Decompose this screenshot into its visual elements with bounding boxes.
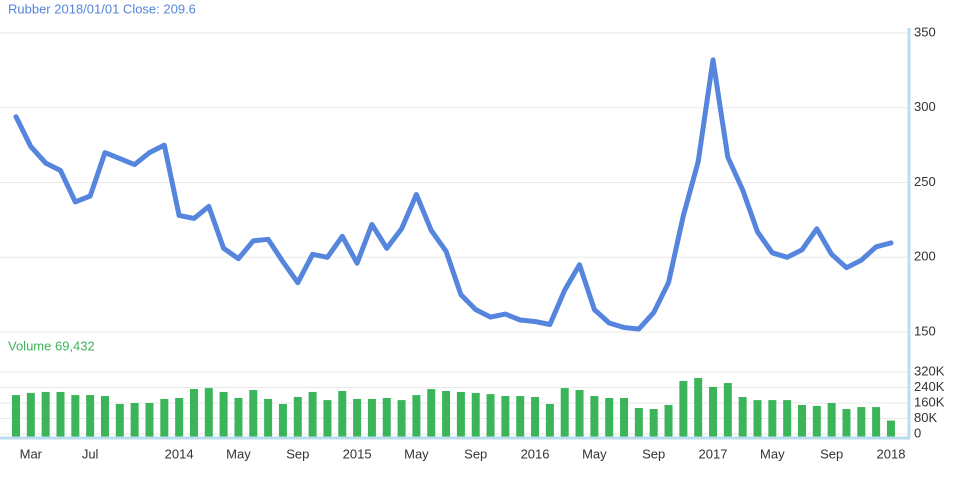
x-tick-label: 2018: [877, 446, 906, 461]
x-tick-label: May: [760, 446, 785, 461]
x-tick-label: Mar: [20, 446, 43, 461]
volume-bar: [293, 396, 302, 437]
volume-bar: [308, 391, 317, 437]
y-tick-label: 320K: [914, 363, 945, 378]
volume-bar: [56, 391, 65, 437]
volume-bar: [842, 409, 851, 437]
volume-bar: [545, 403, 554, 437]
volume-bar: [130, 403, 139, 437]
volume-bar: [115, 403, 124, 437]
volume-bar: [694, 378, 703, 437]
y-tick-label: 200: [914, 249, 936, 264]
volume-bar: [189, 389, 198, 437]
volume-bar: [12, 395, 20, 437]
volume-bar: [456, 391, 465, 437]
volume-bar: [486, 394, 495, 437]
volume-bar: [204, 388, 213, 437]
x-tick-label: May: [582, 446, 607, 461]
volume-bar: [442, 390, 451, 437]
volume-bar: [278, 403, 287, 437]
volume-bar: [590, 396, 599, 437]
x-tick-label: May: [404, 446, 429, 461]
volume-bar: [234, 397, 243, 437]
volume-bar: [753, 400, 762, 437]
volume-bar: [797, 404, 806, 437]
y-tick-label: 160K: [914, 394, 945, 409]
y-tick-label: 240K: [914, 379, 945, 394]
volume-bar: [100, 396, 109, 437]
x-tick-label: Sep: [820, 446, 843, 461]
y-tick-label: 350: [914, 24, 936, 39]
y-tick-label: 300: [914, 99, 936, 114]
volume-bar: [723, 383, 732, 437]
y-tick-label: 250: [914, 174, 936, 189]
volume-bar: [812, 405, 821, 437]
x-tick-label: May: [226, 446, 251, 461]
y-tick-label: 150: [914, 323, 936, 338]
x-tick-label: Sep: [642, 446, 665, 461]
volume-bar: [397, 400, 406, 437]
volume-bar: [634, 408, 643, 437]
volume-bar: [679, 380, 688, 437]
volume-bar: [664, 404, 673, 437]
volume-bar: [501, 396, 510, 437]
y-tick-label: 0: [914, 425, 921, 440]
volume-bar: [783, 400, 792, 437]
volume-bar: [427, 389, 436, 437]
y-tick-label: 80K: [914, 410, 937, 425]
volume-bar: [575, 390, 584, 437]
volume-title: Volume 69,432: [8, 338, 95, 353]
volume-bar: [26, 392, 35, 437]
volume-bar: [160, 398, 169, 437]
volume-bar: [471, 392, 480, 437]
volume-bar: [71, 395, 80, 437]
x-tick-label: Sep: [286, 446, 309, 461]
volume-bar: [886, 420, 895, 437]
x-tick-label: Jul: [82, 446, 99, 461]
volume-bar: [857, 407, 866, 437]
price-title: Rubber 2018/01/01 Close: 209.6: [8, 1, 196, 16]
x-tick-label: 2016: [521, 446, 550, 461]
x-tick-label: 2017: [699, 446, 728, 461]
volume-bar: [367, 398, 376, 437]
volume-bar: [620, 397, 629, 437]
volume-bar: [709, 386, 718, 437]
volume-bar: [827, 403, 836, 437]
volume-bar: [412, 395, 421, 437]
volume-bar: [649, 409, 658, 437]
volume-bar: [338, 390, 347, 437]
volume-bar: [768, 400, 777, 437]
volume-bar: [219, 391, 228, 437]
x-tick-label: 2014: [165, 446, 194, 461]
volume-bar: [145, 403, 154, 437]
volume-bar: [516, 396, 525, 437]
volume-bar: [86, 395, 95, 437]
price-line: [13, 57, 894, 332]
volume-bar: [323, 400, 332, 437]
volume-bar: [560, 388, 569, 437]
volume-bar: [605, 397, 614, 437]
x-tick-label: Sep: [464, 446, 487, 461]
volume-bar: [264, 398, 273, 437]
volume-bar: [175, 397, 184, 437]
volume-bar: [382, 397, 391, 437]
volume-bar: [531, 396, 540, 437]
volume-bar: [41, 391, 50, 437]
volume-bar: [738, 396, 747, 437]
x-tick-label: 2015: [343, 446, 372, 461]
volume-bar: [249, 390, 258, 437]
volume-bar: [353, 398, 362, 437]
volume-bar: [872, 407, 881, 437]
